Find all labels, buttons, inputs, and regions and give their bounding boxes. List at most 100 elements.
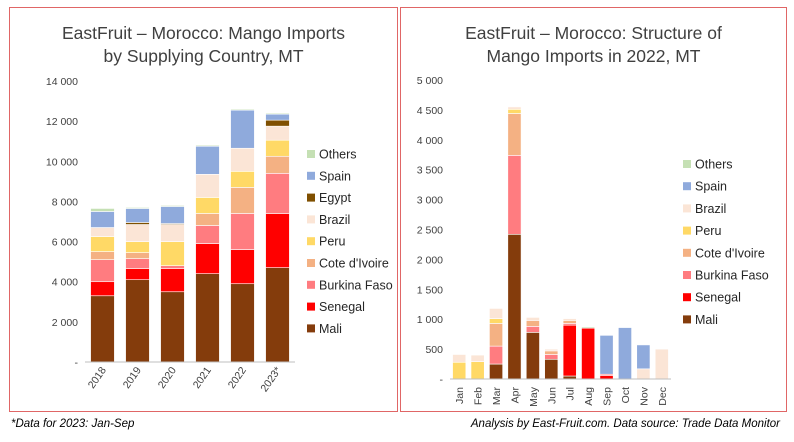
right-chart-legend-label: Brazil — [695, 202, 726, 216]
left-chart-legend-label: Mali — [319, 322, 342, 336]
right-chart-bar-segment — [562, 318, 577, 321]
left-chart-bar-segment — [125, 208, 150, 223]
left-chart-bar-segment — [265, 119, 290, 127]
right-chart-xtick-label: Dec — [657, 387, 669, 406]
left-chart-legend-label: Peru — [319, 235, 345, 249]
left-chart-legend-swatch — [307, 150, 315, 158]
left-chart-bar-segment — [230, 187, 255, 214]
right-chart-bar-segment — [470, 354, 485, 362]
right-chart-bar-segment — [544, 350, 559, 355]
left-chart-bar-segment — [195, 145, 220, 175]
left-chart-bar-segment — [90, 251, 115, 260]
left-chart-legend-swatch — [307, 193, 315, 202]
right-chart-ytick-label: - — [440, 374, 444, 386]
left-chart-bar-segment — [265, 112, 290, 115]
right-chart-bar-segment — [599, 375, 614, 380]
left-chart-ytick-label: 2 000 — [52, 317, 78, 329]
right-chart-ytick-label: 4 000 — [417, 135, 443, 147]
left-chart-legend-label: Brazil — [319, 213, 350, 227]
left-chart-legend-swatch — [307, 171, 315, 180]
right-chart-bar-segment — [470, 361, 485, 380]
right-chart-xtick-label: Nov — [638, 386, 650, 405]
left-chart-bar-segment — [160, 206, 185, 224]
left-chart-bar-segment — [125, 241, 150, 253]
right-chart-bar-segment — [489, 345, 503, 365]
right-chart-bar-segment — [452, 361, 467, 380]
left-chart-title-line-2: by Supplying Country, MT — [103, 46, 304, 66]
right-chart-bar-segment — [544, 358, 559, 380]
left-chart-bar-segment — [90, 259, 115, 283]
left-chart-bar-segment — [195, 273, 220, 363]
left-chart-ytick-label: 10 000 — [46, 156, 78, 168]
right-chart-legend-swatch — [683, 271, 691, 279]
footnote: *Data for 2023: Jan-Sep — [11, 418, 135, 430]
right-chart-bar-segment — [507, 113, 522, 156]
left-chart-ytick-label: 12 000 — [46, 116, 78, 128]
left-chart-bar-segment — [125, 252, 150, 259]
left-chart-bar-segment — [125, 258, 150, 269]
right-chart-xtick-label: Aug — [583, 387, 595, 406]
left-chart-bar-segment — [125, 207, 150, 209]
left-chart-bar-segment — [160, 291, 185, 363]
right-chart-legend-label: Others — [695, 158, 733, 172]
left-chart-bar-segment — [125, 268, 150, 281]
right-chart-bar-segment — [507, 106, 522, 110]
left-chart-bar-segment — [160, 268, 185, 293]
left-chart-bar-segment — [160, 205, 185, 207]
right-chart-bar-segment — [452, 354, 467, 363]
left-chart-plot: - 2 000 4 000 6 000 8 000 10 000 12 000 14 000 2… — [46, 76, 393, 394]
left-chart-bar-segment — [230, 249, 255, 285]
left-chart-xtick-label: 2019 — [121, 365, 144, 391]
right-chart-bar-segment — [636, 368, 651, 380]
right-chart-bar-segment — [489, 323, 503, 347]
left-chart-bar-segment — [230, 147, 255, 172]
left-chart-legend-label: Others — [319, 148, 357, 162]
right-chart-bar-segment — [489, 308, 503, 319]
right-chart-xtick-label: Apr — [509, 387, 521, 404]
right-chart-bar-segment — [489, 363, 503, 380]
left-chart-bar-segment — [265, 125, 290, 141]
right-chart-ytick-label: 4 500 — [417, 105, 443, 117]
left-chart-bar-segment — [160, 224, 185, 242]
right-chart-legend-swatch — [683, 226, 691, 235]
right-chart-bar-segment — [507, 233, 522, 380]
right-chart-panel: EastFruit – Morocco: Structure of Mango … — [400, 7, 787, 412]
right-chart-bar-segment — [525, 317, 540, 321]
right-chart-legend-label: Spain — [695, 180, 727, 194]
left-chart-xtick-label: 2022 — [226, 365, 249, 391]
right-chart-xtick-label: May — [528, 386, 540, 407]
left-chart-bar-segment — [265, 139, 290, 157]
right-chart-legend-swatch — [683, 182, 691, 191]
left-chart-bar-segment — [195, 144, 220, 147]
left-chart-legend-label: Cote d'Ivoire — [319, 257, 389, 271]
right-chart-title: EastFruit – Morocco: Structure of Mango … — [401, 22, 786, 68]
left-chart-title: EastFruit – Morocco: Mango Imports by Su… — [10, 22, 397, 68]
left-chart-bar-segment — [230, 213, 255, 250]
right-chart-legend-swatch — [683, 293, 691, 302]
left-chart-bar-segment — [195, 197, 220, 214]
left-chart-legend-label: Senegal — [319, 300, 365, 314]
right-chart-bar-segment — [544, 354, 559, 360]
right-chart-xtick-label: Oct — [620, 387, 632, 403]
left-chart-bar-segment — [265, 113, 290, 121]
left-chart-xtick-label: 2023* — [258, 365, 284, 394]
left-chart-ytick-label: - — [75, 357, 79, 369]
left-chart-legend-swatch — [307, 302, 315, 311]
right-chart-ytick-label: 500 — [425, 344, 443, 356]
left-chart-bar-segment — [265, 267, 290, 363]
right-chart-xtick-label: Mar — [491, 387, 503, 406]
left-chart-legend-swatch — [307, 215, 315, 224]
right-chart-ytick-label: 1 500 — [417, 284, 443, 296]
right-chart-ytick-label: 3 500 — [417, 165, 443, 177]
right-chart-bar-segment — [525, 332, 540, 380]
left-chart-bar-segment — [195, 225, 220, 244]
left-chart-bar-segment — [90, 227, 115, 237]
left-chart-bar-segment — [230, 171, 255, 188]
right-chart-plot: - 500 1 000 1 500 2 000 2 500 3 000 3 500 4 000 4… — [417, 75, 769, 407]
left-chart-legend-label: Spain — [319, 169, 351, 183]
right-chart-bar-segment — [618, 327, 632, 380]
right-chart-bar-segment — [636, 344, 651, 370]
left-chart-bar-segment — [195, 174, 220, 198]
left-chart-bar-segment — [230, 109, 255, 149]
